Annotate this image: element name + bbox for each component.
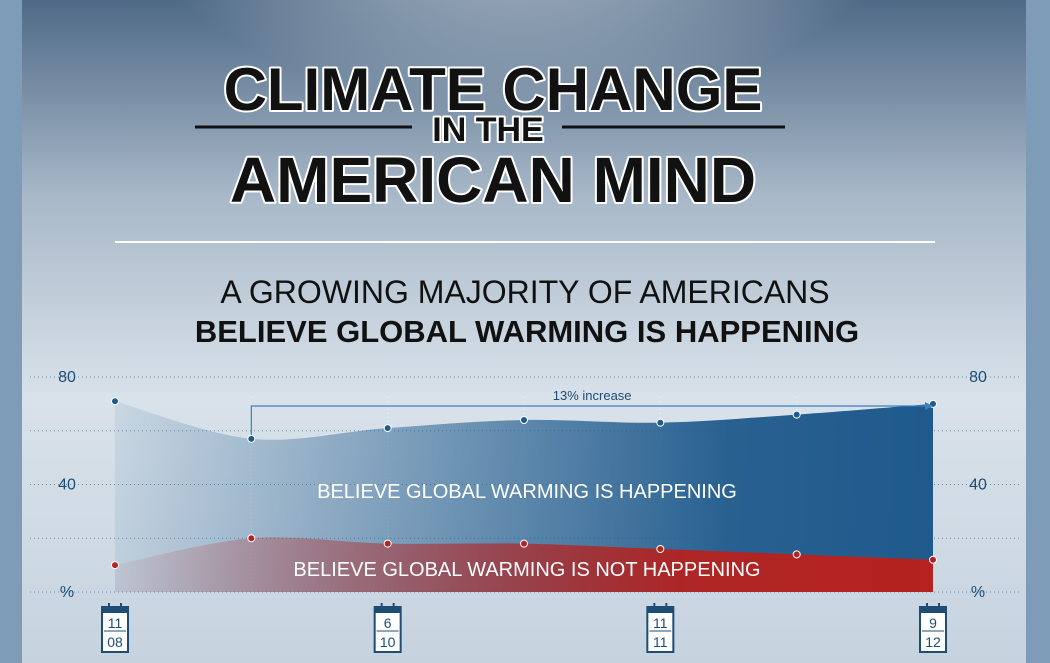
calendar-top	[374, 607, 401, 613]
data-point	[383, 539, 392, 548]
annotation-arrow	[925, 402, 933, 410]
plot: % 40 80% 40 80 BELIEVE GLOBAL WARMING IS HAPP…	[30, 369, 1020, 653]
subtitle: BELIEVE GLOBAL WARMING IS HAPPENING	[195, 314, 859, 349]
data-point	[792, 410, 801, 419]
data-point	[520, 539, 528, 548]
x-tick-label: 12	[925, 634, 941, 650]
data-point	[656, 418, 665, 427]
calendar-icon	[646, 606, 675, 653]
calendar-icon	[919, 606, 947, 653]
series-label: BELIEVE GLOBAL WARMING IS NOT HAPPENING	[293, 559, 760, 581]
side-border	[0, 0, 22, 663]
annotation-bracket	[250, 405, 929, 435]
y-tick-label: %	[60, 584, 74, 601]
series-label: BELIEVE GLOBAL WARMING IS HAPPENING	[317, 481, 737, 503]
x-tick-label: 11	[653, 615, 668, 631]
title: IN THE	[432, 111, 543, 149]
title: CLIMATE CHANGE	[224, 56, 763, 123]
y2-tick-label: 80	[969, 369, 987, 386]
x-tick-label: 6	[384, 615, 392, 631]
data-point	[247, 434, 256, 443]
cloud-glow	[100, 0, 940, 320]
data-point	[656, 545, 665, 553]
y2-tick-label: 40	[969, 477, 987, 494]
data-point	[111, 397, 119, 406]
calendar-top	[920, 607, 946, 613]
area	[115, 537, 933, 592]
side-border	[1026, 0, 1050, 663]
calendar-top	[647, 607, 674, 613]
subtitle: A GROWING MAJORITY OF AMERICANS	[220, 274, 829, 310]
data-point	[929, 555, 937, 564]
annotation: 13% increase	[553, 388, 632, 403]
x-tick-label: 11	[653, 634, 668, 650]
data-point	[792, 550, 801, 559]
x-tick-label: 9	[929, 615, 937, 631]
title: AMERICAN MIND	[230, 144, 756, 216]
y-tick-label: 80	[58, 369, 76, 386]
calendar-top	[102, 607, 128, 613]
y2-tick-label: %	[971, 584, 985, 601]
x-tick-label: 10	[380, 634, 396, 650]
data-point	[520, 416, 528, 424]
data-point	[111, 561, 119, 570]
x-tick-label: 08	[107, 634, 123, 650]
y-tick-label: 40	[58, 477, 76, 494]
data-point	[383, 424, 392, 433]
data-point	[247, 534, 256, 543]
x-tick-label: 11	[108, 615, 123, 631]
